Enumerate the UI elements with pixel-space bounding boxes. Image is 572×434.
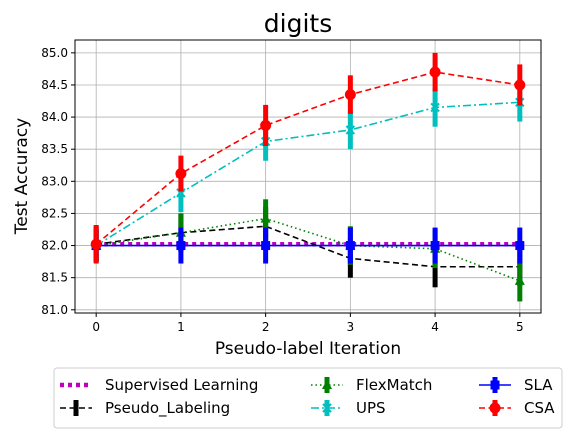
x-tick-label: 0 [92,320,100,334]
axis-ticks: 0 1 2 3 4 5 81.0 81.5 82.0 82.5 83.0 83.5 84.0 84.5 85… [41,46,523,334]
legend-label: UPS [356,399,386,417]
y-tick-label: 84.0 [41,110,68,124]
data-point [430,241,440,251]
data-point [345,241,355,251]
series-sla [91,227,525,264]
legend-label: Pseudo_Labeling [105,399,230,418]
legend-label: CSA [524,399,555,417]
y-axis-label: Test Accuracy [12,118,32,236]
x-axis-label: Pseudo-label Iteration [215,339,401,359]
legend: Supervised Learning Pseudo_Labeling FlexMa… [53,367,563,429]
data-point [261,241,271,251]
legend-marker [322,379,332,389]
series-csa [90,52,526,264]
y-tick-label: 83.0 [41,174,68,188]
data-point [429,66,441,78]
plot-frame [74,39,542,314]
legend-box [53,367,563,429]
marker-stroke [430,102,440,113]
data-point [515,241,525,251]
series-flexmatch [91,199,525,302]
chart-title: digits [264,9,332,38]
series-line [96,217,521,282]
y-tick-label: 84.5 [41,78,68,92]
y-tick-label: 82.0 [41,239,68,253]
legend-label: Supervised Learning [105,376,258,394]
data-point [514,79,526,91]
series-line [95,101,520,247]
grid [75,40,541,313]
data-point [90,238,102,250]
marker-stroke [322,403,332,413]
series-line [95,71,520,245]
data-point [260,119,272,131]
y-tick-label: 81.0 [41,303,68,317]
legend-label: SLA [524,376,553,394]
series-line [96,225,520,268]
y-tick-label: 85.0 [41,46,68,60]
x-tick-label: 4 [431,320,439,334]
marker-stroke [176,188,186,198]
x-tick-label: 5 [516,320,524,334]
legend-label: FlexMatch [356,376,432,394]
legend-entry-sla: SLA [479,376,553,394]
legend-marker [73,405,79,411]
legend-entry-csa: CSA [479,399,555,417]
data-point [345,125,356,135]
x-tick-label: 3 [347,320,355,334]
y-tick-label: 81.5 [41,271,68,285]
data-point [260,213,271,223]
series-layer [90,52,526,302]
x-tick-label: 1 [177,320,185,334]
data-point [176,241,186,251]
data-point [175,168,187,180]
y-tick-label: 83.5 [41,142,68,156]
data-point [430,102,440,113]
x-tick-label: 2 [262,320,270,334]
data-point [344,89,356,101]
series-pseudo-labeling [93,207,523,288]
legend-marker [489,402,501,414]
legend-marker [490,380,500,390]
legend-entry-flexmatch: FlexMatch [311,376,432,394]
legend-marker [322,403,332,413]
legend-entry-supervised-learning: Supervised Learning [60,376,258,394]
data-point [514,275,525,285]
marker-stroke [345,125,356,135]
legend-entry-pseudo-labeling: Pseudo_Labeling [60,399,230,418]
data-point [176,188,186,198]
legend-entry-ups: UPS [311,399,386,417]
y-tick-label: 82.5 [41,206,68,220]
